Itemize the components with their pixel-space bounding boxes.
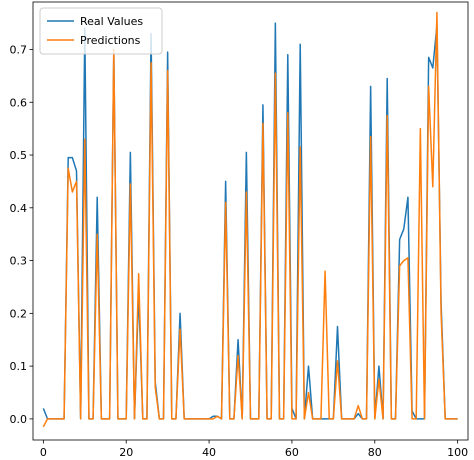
y-tick-label: 0.1 bbox=[10, 360, 28, 373]
x-tick-label: 60 bbox=[285, 446, 299, 459]
legend: Real Values Predictions bbox=[39, 7, 163, 55]
y-tick-label: 0.7 bbox=[10, 43, 28, 56]
x-axis: 0 20 40 60 80 100 bbox=[40, 440, 468, 459]
series-line-predictions bbox=[42, 11, 458, 428]
y-tick-label: 0.0 bbox=[10, 413, 28, 426]
x-tick-label: 40 bbox=[202, 446, 216, 459]
x-tick-label: 0 bbox=[40, 446, 47, 459]
x-tick-label: 20 bbox=[119, 446, 133, 459]
plot-area-frame bbox=[32, 1, 469, 441]
y-tick-label: 0.4 bbox=[10, 202, 28, 215]
y-tick-label: 0.6 bbox=[10, 96, 28, 109]
y-tick-label: 0.3 bbox=[10, 255, 28, 268]
x-tick-label: 100 bbox=[447, 446, 468, 459]
y-axis: 0.0 0.1 0.2 0.3 0.4 0.5 0.6 0.7 bbox=[10, 43, 33, 426]
legend-label-real-values: Real Values bbox=[80, 15, 143, 28]
x-tick-label: 80 bbox=[368, 446, 382, 459]
y-tick-label: 0.2 bbox=[10, 307, 28, 320]
series-lines bbox=[42, 11, 458, 428]
y-tick-label: 0.5 bbox=[10, 149, 28, 162]
legend-box bbox=[39, 7, 163, 55]
legend-label-predictions: Predictions bbox=[80, 34, 141, 47]
